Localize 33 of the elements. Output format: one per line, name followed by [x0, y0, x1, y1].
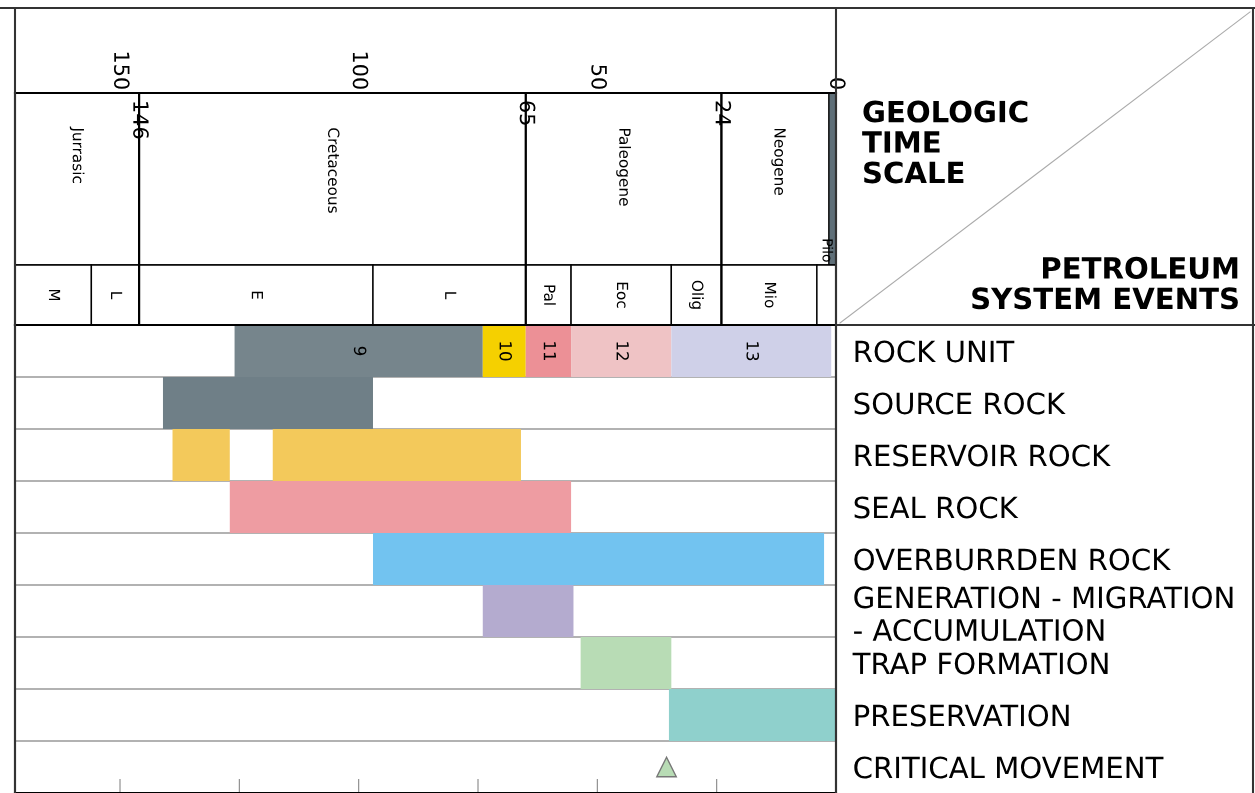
series-label: E: [251, 291, 263, 299]
y-tick-label: OVERBURRDEN ROCK: [854, 548, 1171, 571]
y-tick-label: TRAP FORMATION: [852, 652, 1108, 675]
series-label: 10: [499, 342, 513, 361]
series-label: L: [111, 292, 123, 300]
series-label: 13: [746, 342, 760, 361]
text: GEOLOGIC TIME SCALE: [862, 100, 1028, 184]
x-tick-label: 100: [352, 52, 369, 89]
y-tick-label: ROCK UNIT: [855, 340, 1015, 363]
series-label: Pal: [543, 285, 556, 305]
series-label: Mio: [764, 283, 777, 308]
series-label: Olig: [688, 280, 704, 309]
series-label: Paleogene: [616, 128, 631, 206]
series-label: 12: [616, 342, 629, 360]
series-label: Cretaceous: [327, 128, 340, 213]
annotation: Pilo: [822, 239, 834, 262]
x-tick-label: 50: [591, 65, 608, 89]
y-tick-label: GENERATION - MIGRATION - ACCUMULATION: [854, 586, 1233, 642]
text: PETROLEUM SYSTEM EVENTS: [972, 256, 1238, 310]
y-tick-label: RESERVOIR ROCK: [855, 444, 1111, 467]
series-label: Neogene: [771, 128, 786, 195]
series-label: 9: [353, 346, 367, 356]
y-tick-label: CRITICAL MOVEMENT: [854, 756, 1164, 779]
x-tick-label: 150: [113, 52, 130, 89]
series-label: L: [445, 292, 457, 300]
y-tick-label: PRESERVATION: [855, 704, 1069, 727]
y-tick-label: SOURCE ROCK: [854, 392, 1066, 415]
series-label: Jurrasic: [69, 126, 85, 183]
ref-line-label: 65: [519, 101, 536, 125]
series-label: 11: [543, 342, 556, 361]
y-tick-label: SEAL ROCK: [854, 496, 1019, 519]
series-label: M: [48, 289, 61, 301]
series-label: Eoc: [616, 282, 629, 308]
